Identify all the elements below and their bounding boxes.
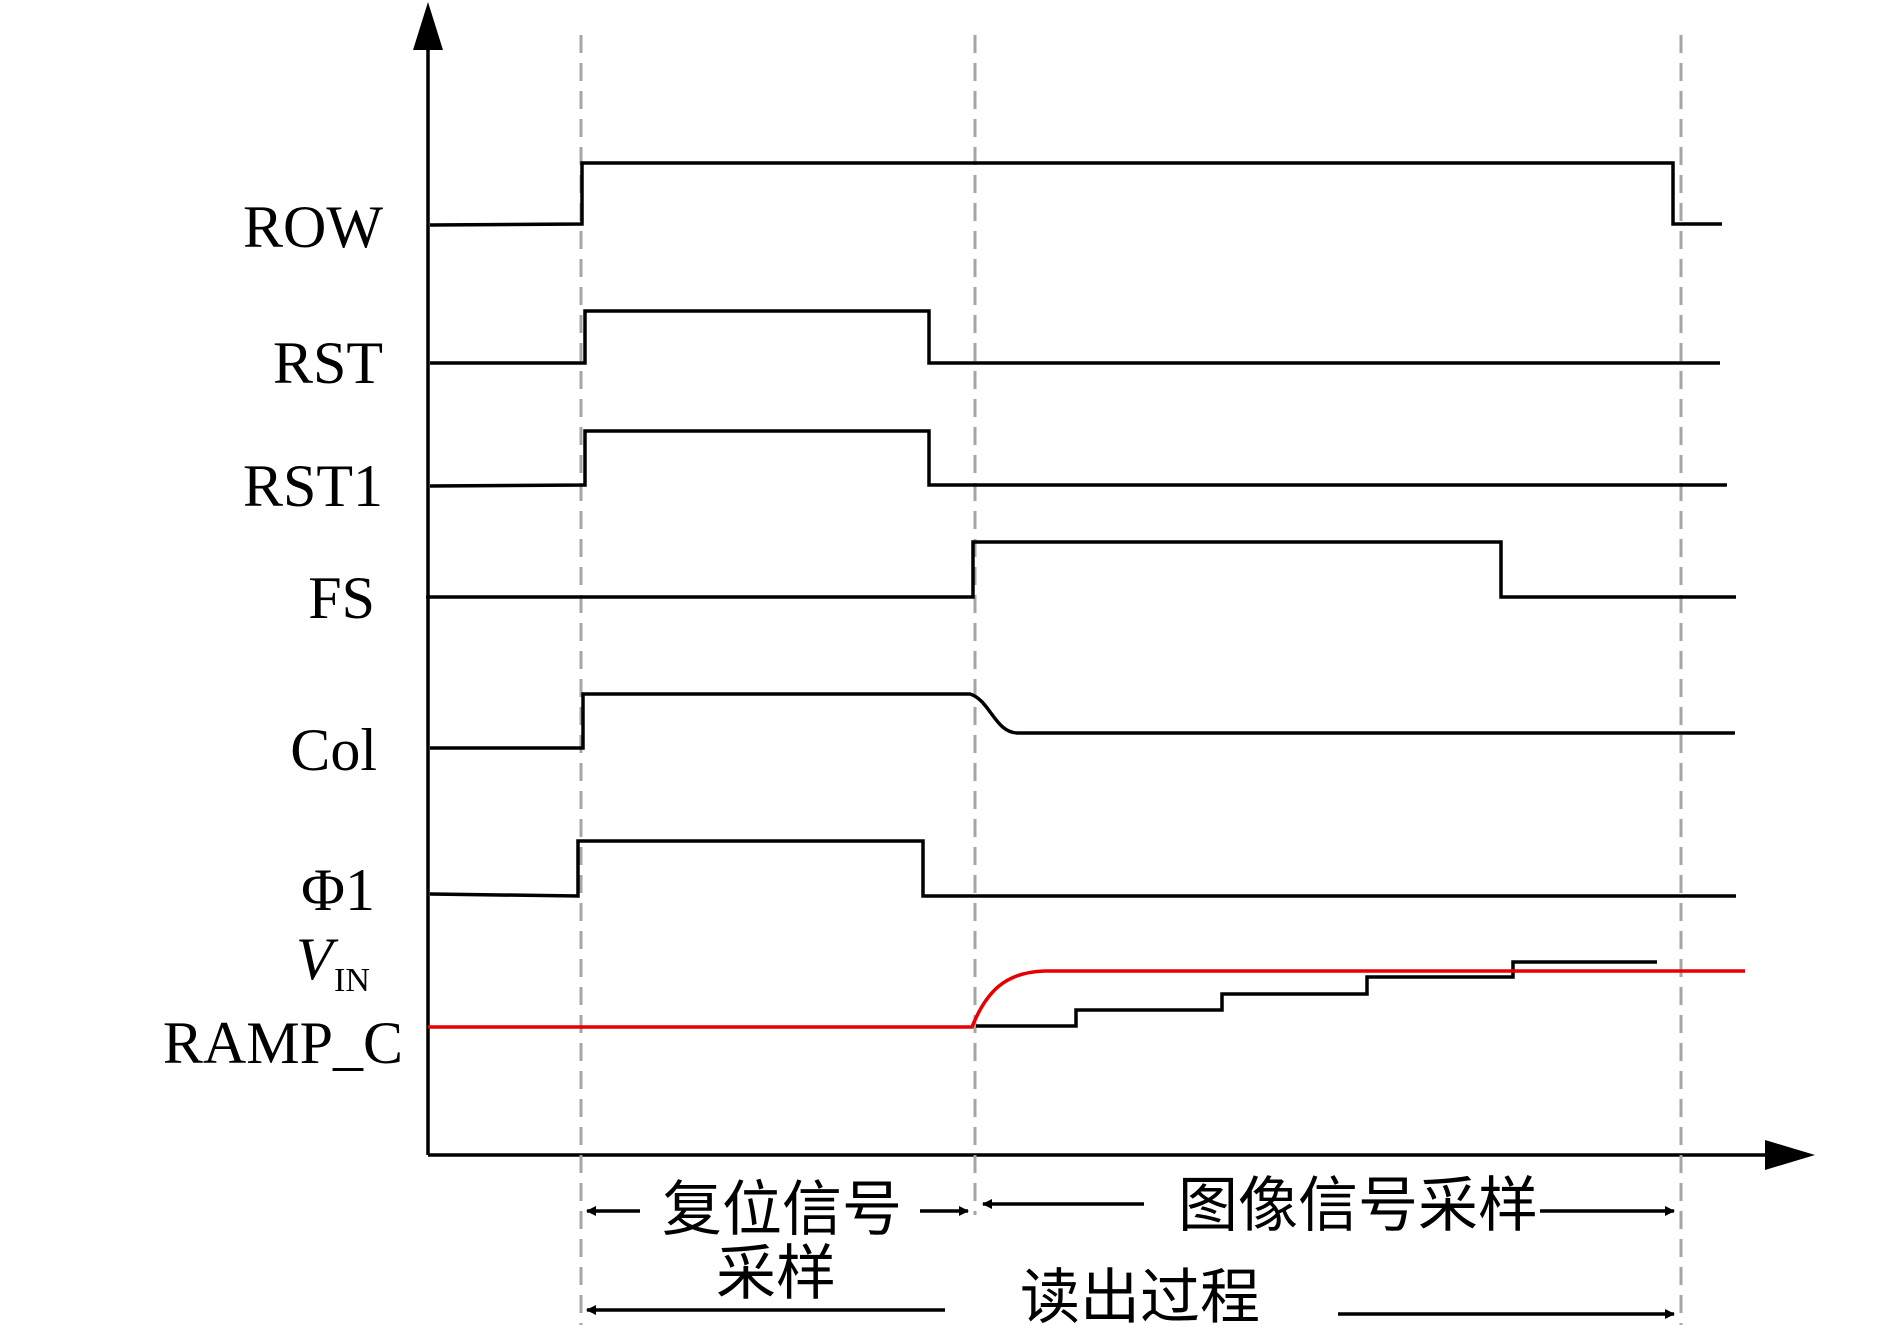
row-waveform bbox=[429, 161, 1722, 227]
waveforms bbox=[426, 161, 1745, 1029]
phase-label-reset: 复位信号 bbox=[662, 1175, 902, 1245]
rst-waveform bbox=[430, 309, 1720, 365]
signal-label-ramp: RAMP_C bbox=[163, 1010, 403, 1076]
phi1-waveform bbox=[429, 839, 1736, 898]
x-axis-arrow-icon bbox=[1765, 1140, 1815, 1170]
axes bbox=[413, 2, 1815, 1170]
signal-label-fs: FS bbox=[308, 565, 375, 631]
rst1-waveform bbox=[429, 429, 1727, 488]
phase-markers bbox=[579, 35, 1683, 1325]
phase-label-readout: 读出过程 bbox=[1020, 1263, 1260, 1328]
y-axis-arrow-icon bbox=[413, 2, 443, 50]
signal-label-phi1: Φ1 bbox=[301, 857, 375, 923]
signal-label-col: Col bbox=[290, 717, 377, 783]
signal-labels: ROW RST RST1 FS Col Φ1 V IN RAMP_C bbox=[163, 194, 403, 1076]
phase-label-reset-line2: 采样 bbox=[716, 1239, 836, 1309]
phase-annotations: 复位信号 采样 图像信号采样 读出过程 bbox=[586, 1171, 1675, 1328]
col-waveform bbox=[430, 692, 1735, 750]
signal-label-rst: RST bbox=[273, 330, 383, 396]
phase-label-image: 图像信号采样 bbox=[1178, 1171, 1538, 1241]
signal-label-vin-subscript: IN bbox=[334, 962, 370, 999]
signal-label-row: ROW bbox=[243, 194, 383, 260]
signal-label-rst1: RST1 bbox=[243, 453, 383, 519]
vin-waveform bbox=[428, 969, 1745, 1029]
signal-label-vin: V bbox=[296, 926, 339, 992]
fs-waveform bbox=[426, 540, 1736, 599]
